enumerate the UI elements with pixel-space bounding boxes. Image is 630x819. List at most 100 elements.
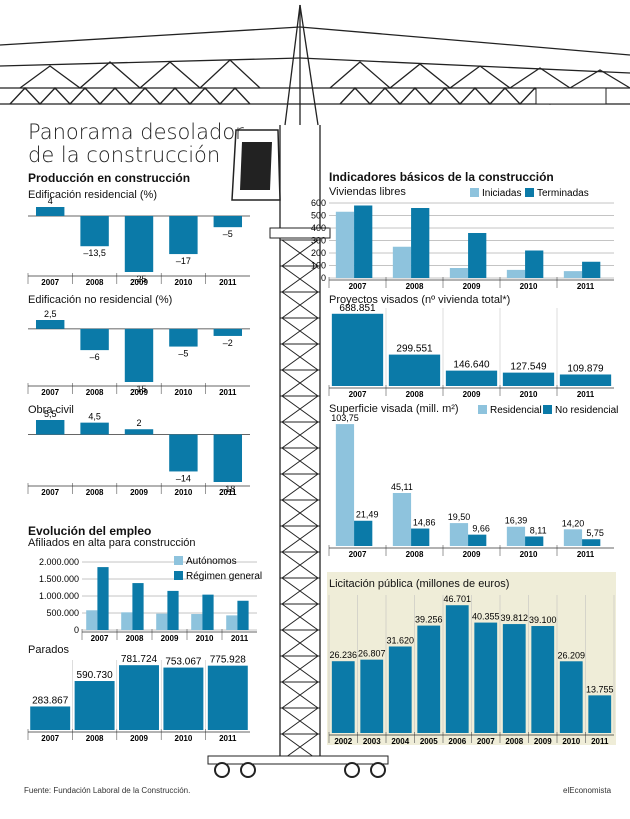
bar xyxy=(563,271,583,278)
x-tick-label: 2011 xyxy=(577,282,595,291)
data-label: 103,75 xyxy=(331,413,359,423)
x-tick-label: 2007 xyxy=(41,388,59,397)
bar xyxy=(30,706,71,730)
data-label: –17 xyxy=(176,256,191,266)
chart-title: Edificación residencial (%) xyxy=(28,189,157,201)
mast-brace xyxy=(280,681,320,709)
source-note: Fuente: Fundación Laboral de la Construc… xyxy=(24,786,191,795)
chart-title: Proyectos visados (nº vivienda total*) xyxy=(329,294,510,306)
bar xyxy=(445,370,498,386)
y-tick-label: 300 xyxy=(311,236,326,246)
bar xyxy=(588,695,612,733)
title-line-2: de la construcción xyxy=(28,143,221,167)
chart-title: Superficie visada (mill. m²) xyxy=(329,403,459,415)
bar xyxy=(474,622,498,733)
x-tick-label: 2010 xyxy=(175,734,193,743)
x-tick-label: 2003 xyxy=(363,737,381,746)
data-label: 9,66 xyxy=(472,524,490,534)
x-tick-label: 2010 xyxy=(520,550,538,559)
data-label: 2 xyxy=(136,418,141,428)
y-tick-label: 500.000 xyxy=(46,608,79,618)
data-label: –15 xyxy=(131,384,146,394)
legend-label: Terminadas xyxy=(537,188,589,199)
mast-brace xyxy=(280,551,320,579)
bar xyxy=(468,233,487,278)
x-tick-label: 2008 xyxy=(406,550,424,559)
y-tick-label: 500 xyxy=(311,211,326,221)
bar xyxy=(202,594,214,630)
title-line-1: Panorama desolador xyxy=(28,120,244,144)
mast-brace xyxy=(280,577,320,605)
section-production: Producción en construcción xyxy=(28,171,191,185)
x-tick-label: 2002 xyxy=(334,737,352,746)
x-tick-label: 2008 xyxy=(406,390,424,399)
x-tick-label: 2011 xyxy=(219,388,237,397)
mast-brace xyxy=(280,655,320,683)
x-tick-label: 2009 xyxy=(130,734,148,743)
data-label: 4 xyxy=(48,196,53,206)
x-tick-label: 2010 xyxy=(196,634,214,643)
data-label: 40.355 xyxy=(472,612,500,622)
bar xyxy=(449,523,469,546)
x-tick-label: 2010 xyxy=(520,282,538,291)
bar xyxy=(502,624,526,733)
data-label: 299.551 xyxy=(396,344,433,355)
data-label: 45,11 xyxy=(391,482,413,492)
legend-swatch xyxy=(543,405,552,414)
legend-swatch xyxy=(478,405,487,414)
x-tick-label: 2004 xyxy=(391,737,409,746)
chart-title: Edificación no residencial (%) xyxy=(28,294,172,306)
data-label: 26.807 xyxy=(358,649,386,659)
bar xyxy=(167,590,179,630)
x-tick-label: 2007 xyxy=(349,550,367,559)
x-tick-label: 2008 xyxy=(86,278,104,287)
y-tick-label: 400 xyxy=(311,223,326,233)
y-tick-label: 600 xyxy=(311,198,326,208)
y-tick-label: 2.000.000 xyxy=(39,557,79,567)
section-employment: Evolución del empleo xyxy=(28,524,152,538)
bar xyxy=(331,661,355,733)
mast-brace xyxy=(280,343,320,371)
bar xyxy=(169,328,198,347)
bar xyxy=(132,583,144,630)
bar xyxy=(74,681,115,730)
bar xyxy=(35,207,65,216)
legend-label: Autónomos xyxy=(186,556,237,567)
bar xyxy=(213,434,243,482)
data-label: 16,39 xyxy=(505,516,528,526)
data-label: 8,11 xyxy=(530,525,547,535)
chart-title: Parados xyxy=(28,644,69,656)
bar xyxy=(331,313,384,386)
bar xyxy=(354,520,373,546)
chart-0: Edificación residencial (%)4 –13,5 –25 –17 –… xyxy=(27,189,250,287)
bar xyxy=(335,211,355,278)
chart-title: Viviendas libres xyxy=(329,186,406,198)
bar xyxy=(392,246,412,278)
chart-title: Licitación pública (millones de euros) xyxy=(329,578,509,590)
data-label: 753.067 xyxy=(165,657,202,668)
data-label: –13,5 xyxy=(83,248,106,258)
bar xyxy=(502,372,555,386)
x-tick-label: 2007 xyxy=(41,278,59,287)
bar xyxy=(354,205,373,278)
data-label: –14 xyxy=(176,473,191,483)
x-tick-label: 2008 xyxy=(86,488,104,497)
data-label: 39.100 xyxy=(529,615,557,625)
data-label: 781.724 xyxy=(121,654,158,665)
data-label: 775.928 xyxy=(210,655,247,666)
x-tick-label: 2009 xyxy=(130,388,148,397)
mast-brace xyxy=(280,421,320,449)
data-label: 14,20 xyxy=(562,518,585,528)
x-tick-label: 2008 xyxy=(86,388,104,397)
chart-title: Obra civil xyxy=(28,404,74,416)
data-label: 127.549 xyxy=(510,362,547,373)
bar xyxy=(411,528,430,546)
x-tick-label: 2007 xyxy=(41,488,59,497)
chart-1: Edificación no residencial (%) 2,5 –6 –15 –5… xyxy=(27,294,250,397)
bar xyxy=(559,374,612,386)
x-tick-label: 2007 xyxy=(91,634,109,643)
mast-brace xyxy=(280,447,320,475)
x-tick-label: 2009 xyxy=(463,282,481,291)
